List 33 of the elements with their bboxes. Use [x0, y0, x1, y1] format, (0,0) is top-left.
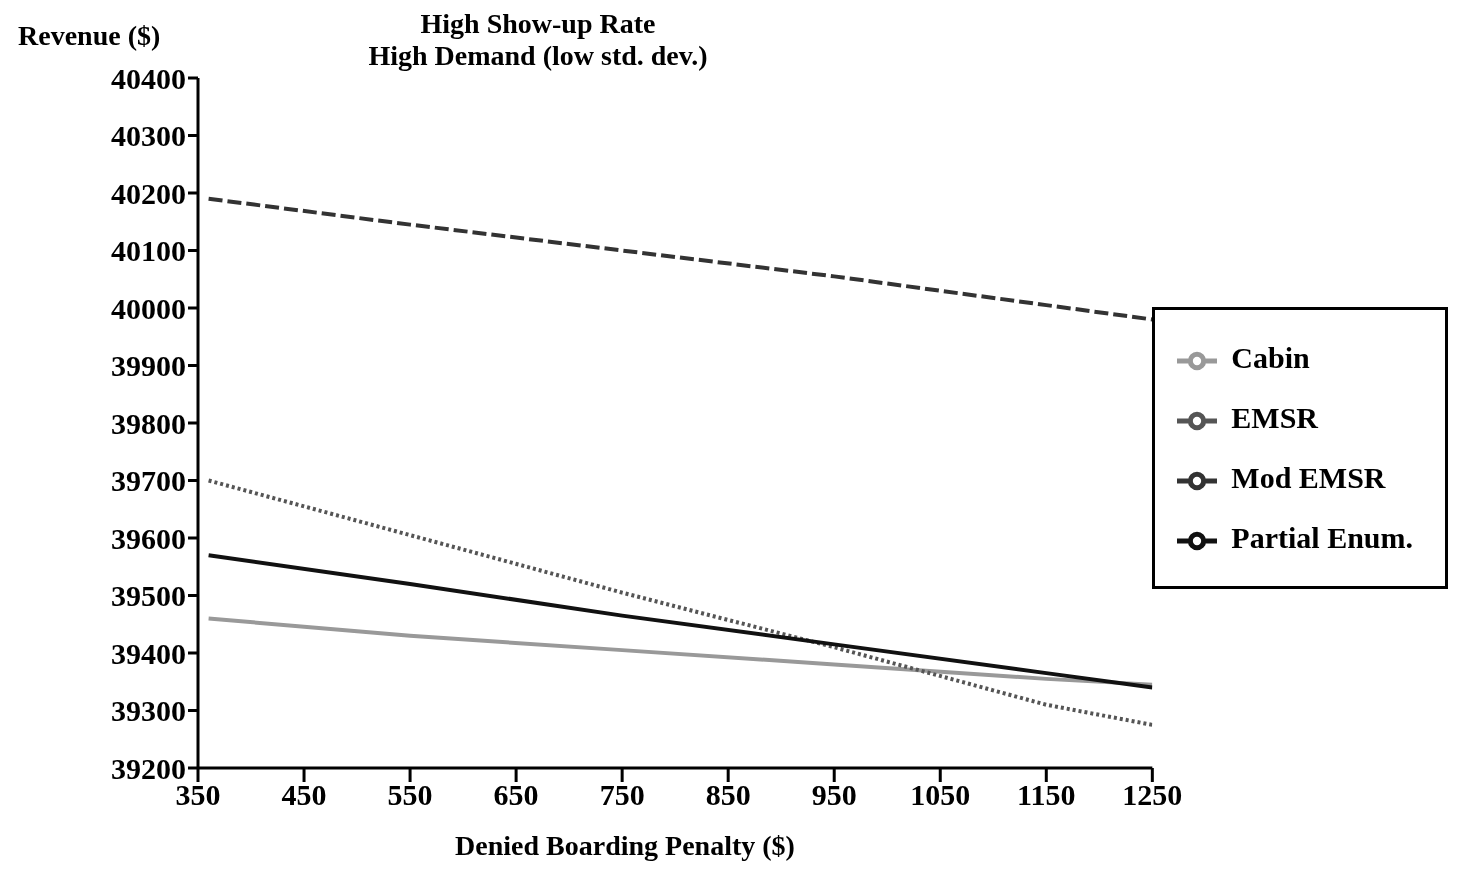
line-series: [206, 553, 1153, 690]
line-series: [206, 616, 1153, 687]
legend-label: EMSR: [1231, 401, 1319, 434]
x-tick-label: 550: [387, 778, 433, 812]
y-tick-label: 39300: [111, 694, 186, 728]
y-tick-label: 40100: [111, 234, 186, 268]
line-series: [206, 196, 1153, 322]
x-tick-label: 1250: [1122, 778, 1183, 812]
y-tick-label: 39600: [111, 521, 186, 555]
legend-label: Partial Enum.: [1231, 521, 1413, 554]
x-tick-label: 450: [281, 778, 327, 812]
line-series: [206, 478, 1153, 727]
y-tick-label: 39800: [111, 406, 186, 440]
y-tick-label: 40400: [111, 61, 186, 95]
y-tick-label: 40000: [111, 291, 186, 325]
legend-label: Cabin: [1231, 341, 1310, 374]
chart-title: High Show-up Rate: [420, 8, 656, 39]
x-axis-title: Denied Boarding Penalty ($): [454, 830, 796, 862]
x-tick-label: 850: [705, 778, 751, 812]
y-tick-label: 39900: [111, 349, 186, 383]
y-tick-label: 40300: [111, 119, 186, 153]
legend-label: Mod EMSR: [1231, 461, 1386, 494]
y-tick-label: 40200: [111, 176, 186, 210]
x-tick-label: 650: [493, 778, 539, 812]
x-tick-label: 1050: [910, 778, 971, 812]
x-tick-label: 950: [811, 778, 857, 812]
y-tick-label: 39500: [111, 579, 186, 613]
y-axis-title: Revenue ($): [18, 20, 161, 52]
x-tick-label: 750: [599, 778, 645, 812]
x-tick-label: 1150: [1017, 778, 1076, 812]
y-tick-label: 39400: [111, 636, 186, 670]
chart-subtitle: High Demand (low std. dev.): [368, 40, 708, 71]
y-tick-label: 39700: [111, 464, 186, 498]
